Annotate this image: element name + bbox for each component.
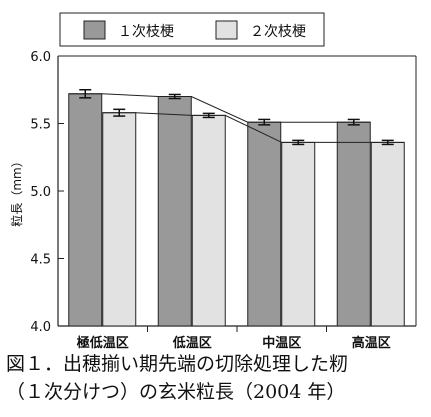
bar [191, 114, 226, 327]
connector-lines [68, 93, 405, 143]
y-tick-label: 5.5 [30, 118, 51, 133]
x-tick-label: 高温区 [352, 335, 391, 351]
figure-caption-line2: （１次分けつ）の玄米粒長（2004 年） [6, 381, 346, 403]
legend-swatch [215, 20, 238, 40]
bars [68, 93, 405, 327]
legend-label: １次枝梗 [118, 24, 174, 40]
legend-label: ２次枝梗 [250, 24, 306, 40]
figure-caption-line1: 図１．出穂揃い期先端の切除処理した籾 [6, 353, 349, 375]
bar [157, 96, 192, 327]
y-axis-title: 粒長（mm） [9, 155, 24, 226]
bar [68, 93, 103, 327]
y-tick-label: 6.0 [30, 50, 51, 65]
x-tick-label: 中温区 [262, 335, 301, 351]
bar [281, 141, 316, 327]
x-tick-label: 低温区 [172, 335, 212, 351]
series-connector-line [102, 112, 405, 143]
bar [336, 121, 371, 327]
y-tick-label: 4.0 [30, 320, 51, 335]
bar [370, 141, 405, 327]
x-tick-label: 極低温区 [76, 335, 129, 351]
series-connector-line [68, 93, 371, 123]
y-tick-label: 5.0 [30, 185, 51, 200]
axis-labels: 6.0 5.5 5.0 4.5 4.0 粒長（mm） 極低温区 低温区 中温区 高温区 [9, 50, 391, 351]
y-tick-label: 4.5 [30, 253, 51, 268]
legend-swatch [83, 20, 106, 40]
bar [102, 112, 137, 327]
error-bars [79, 89, 394, 146]
bar [247, 121, 282, 327]
legend: １次枝梗 ２次枝梗 [59, 12, 325, 47]
